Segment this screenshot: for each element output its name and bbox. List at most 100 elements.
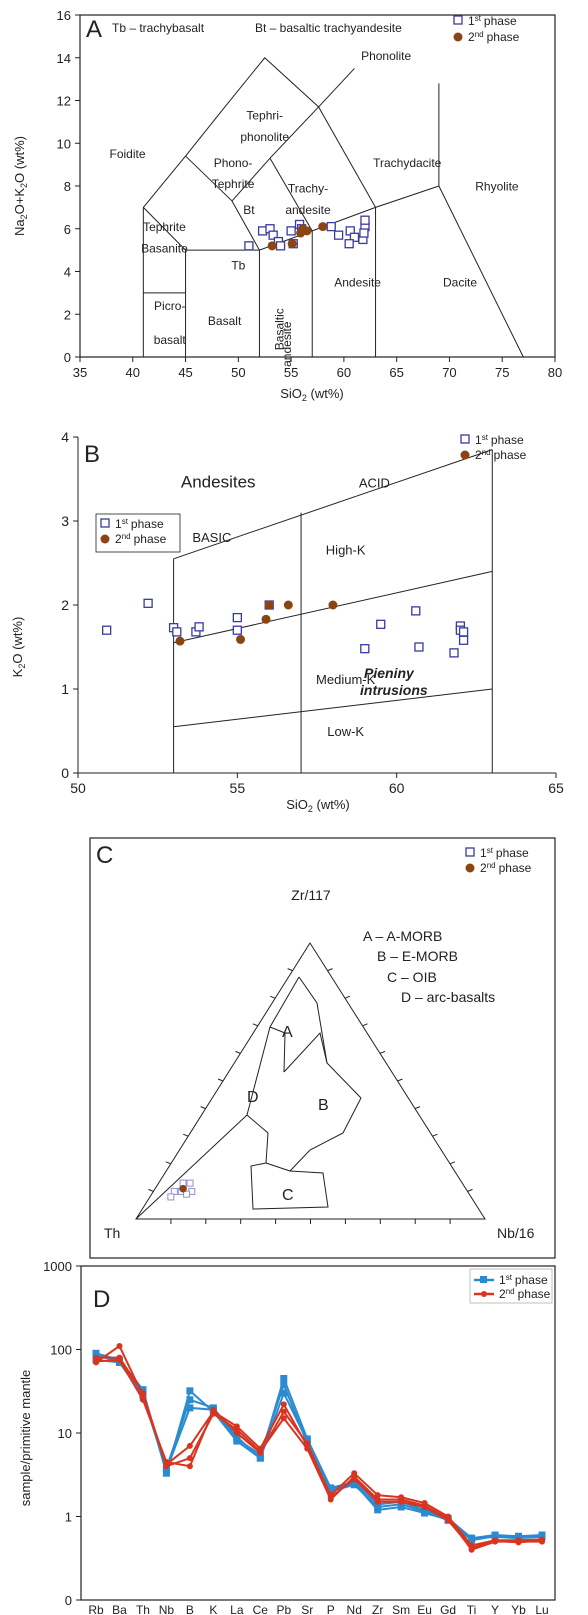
field-b: B [318,1097,329,1114]
k2o-points [102,598,469,658]
tas-field-label: Tephrite [212,177,255,191]
spider-xtick-label: Yb [511,1603,526,1615]
spider-xtick-label: Y [491,1603,499,1615]
k2o-point-first [458,635,469,645]
tas-xtick-label: 75 [495,365,509,380]
tas-ytick-label: 6 [64,222,71,237]
tas-ytick-label: 16 [57,8,71,23]
tas-field-label: Trachydacite [373,156,442,170]
ternary-edge-tick [148,1188,154,1192]
k2o-field-labels: Andesites ACID BASIC High-K Medium-K Low-K [181,472,390,739]
ternary-edge-tick [200,1106,206,1110]
tas-ytick-label: 0 [64,350,71,365]
ternary-field-boundary [246,1114,269,1164]
spider-xtick-label: Th [136,1603,150,1615]
tas-field-label: andesite [285,203,331,217]
tas-xtick-label: 55 [284,365,298,380]
k2o-point-first [360,644,370,654]
spider-point-second [257,1449,264,1456]
ternary-boundaries [135,942,486,1224]
tas-xtick-label: 60 [337,365,351,380]
tas-ytick-label: 4 [64,265,71,280]
k2o-ytick-label: 0 [61,765,69,781]
tas-field-label: andesite [280,321,294,367]
k2o-point-first [143,598,153,608]
spider-xtick-label: La [230,1603,244,1615]
tas-point-first [326,221,336,232]
tas-boundary-5 [318,106,376,208]
tas-field-label: Picro- [154,299,185,313]
k2o-point-first [458,627,469,637]
spider-point-first [280,1389,288,1397]
panel-d-letter: D [93,1286,110,1313]
k2o-field-label: ACID [359,475,390,490]
spider-xtick-label: Zr [372,1603,383,1615]
tas-xtick-label: 50 [231,365,245,380]
spider-point-second [163,1458,170,1465]
spider-point-second [421,1503,428,1510]
tas-field-label: Dacite [443,275,477,289]
spider-point-second [398,1498,405,1505]
k2o-point-second [264,600,274,610]
spider-point-second [515,1539,522,1546]
tas-boundary-1 [142,185,440,251]
tas-ytick-label: 10 [57,136,71,151]
spider-xtick-label: Sm [392,1603,410,1615]
spider-point-first [491,1533,499,1541]
tas-xtick-label: 80 [548,365,562,380]
tas-field-label: basalt [154,333,187,347]
ternary-point-second [179,1184,187,1193]
k2o-point-second [236,634,246,644]
spider-point-second [280,1408,287,1415]
svg-text:B – E-MORB: B – E-MORB [377,948,458,964]
ternary-field-boundary [135,976,300,1220]
k2o-point-second [328,600,338,610]
spider-line-second [95,1344,543,1547]
spider-line-second [95,1358,543,1550]
spider-xtick-label: Pb [276,1603,291,1615]
k2o-xtick-label: 50 [70,780,86,796]
ternary-key: A – A-MORB B – E-MORB C – OIB D – arc-ba… [363,928,495,1005]
k2o-point-first [172,627,182,637]
spider-point-second [374,1498,381,1505]
tas-point-first [344,239,354,249]
spider-xtick-label: Gd [440,1603,456,1615]
ternary-point-first [183,1190,191,1198]
legend-second-marker [453,32,463,42]
tas-field-label: Rhyolite [475,179,519,193]
k2o-point-second [175,636,185,646]
k2o-point-first [232,625,242,635]
tas-field-boundaries [142,57,524,358]
spider-point-first [327,1486,335,1494]
k2o-point-first [102,625,112,635]
spider-point-second [468,1544,475,1551]
tas-xtick-label: 40 [126,365,140,380]
spider-point-first [256,1454,264,1462]
spider-point-second [139,1390,146,1397]
legend-second-sup: nd [475,30,484,39]
ternary-edge-tick [183,1133,189,1137]
spider-xtick-label: Ti [467,1603,477,1615]
ternary-edge-tick [235,1050,241,1054]
tas-xlabel: SiO2 (wt%) [280,386,344,403]
ternary-frame [89,837,556,1259]
k2o-ytick-label: 4 [61,429,69,445]
ternary-edge-tick [217,1078,224,1082]
tas-point-first [244,241,254,251]
k2o-boundary [173,688,493,728]
ternary-edge-tick [467,1188,473,1192]
k2o-inset-pieniny: Pieniny [364,665,415,681]
k2o-point-first [194,622,204,632]
ternary-apex-right: Nb/16 [497,1225,535,1241]
tas-xtick-label: 70 [442,365,456,380]
tas-point-second [318,222,328,232]
spider-ylabel: sample/primitive mantle [18,1370,33,1507]
spider-xtick-label: Ce [253,1603,269,1615]
spider-xtick-label: K [209,1603,217,1615]
